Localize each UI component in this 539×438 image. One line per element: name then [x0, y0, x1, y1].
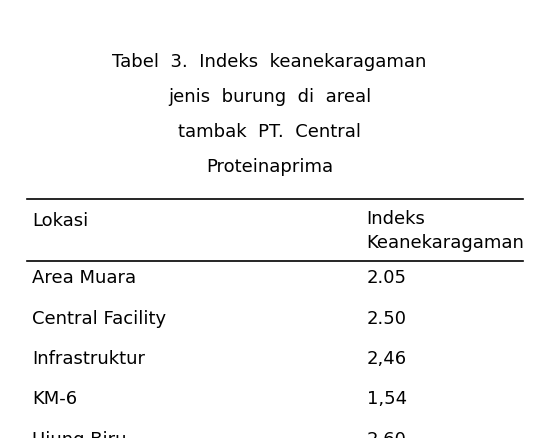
Text: Keanekaragaman: Keanekaragaman	[367, 234, 524, 252]
Text: Indeks: Indeks	[367, 210, 425, 228]
Text: 2.05: 2.05	[367, 269, 406, 287]
Text: Infrastruktur: Infrastruktur	[32, 350, 146, 368]
Text: Area Muara: Area Muara	[32, 269, 136, 287]
Text: 2,60: 2,60	[367, 431, 406, 438]
Text: jenis  burung  di  areal: jenis burung di areal	[168, 88, 371, 106]
Text: 1,54: 1,54	[367, 390, 406, 408]
Text: 2.50: 2.50	[367, 310, 406, 328]
Text: Ujung Biru: Ujung Biru	[32, 431, 127, 438]
Text: Central Facility: Central Facility	[32, 310, 167, 328]
Text: Proteinaprima: Proteinaprima	[206, 158, 333, 176]
Text: 2,46: 2,46	[367, 350, 406, 368]
Text: KM-6: KM-6	[32, 390, 78, 408]
Text: Tabel  3.  Indeks  keanekaragaman: Tabel 3. Indeks keanekaragaman	[112, 53, 427, 71]
Text: Lokasi: Lokasi	[32, 212, 88, 230]
Text: tambak  PT.  Central: tambak PT. Central	[178, 123, 361, 141]
